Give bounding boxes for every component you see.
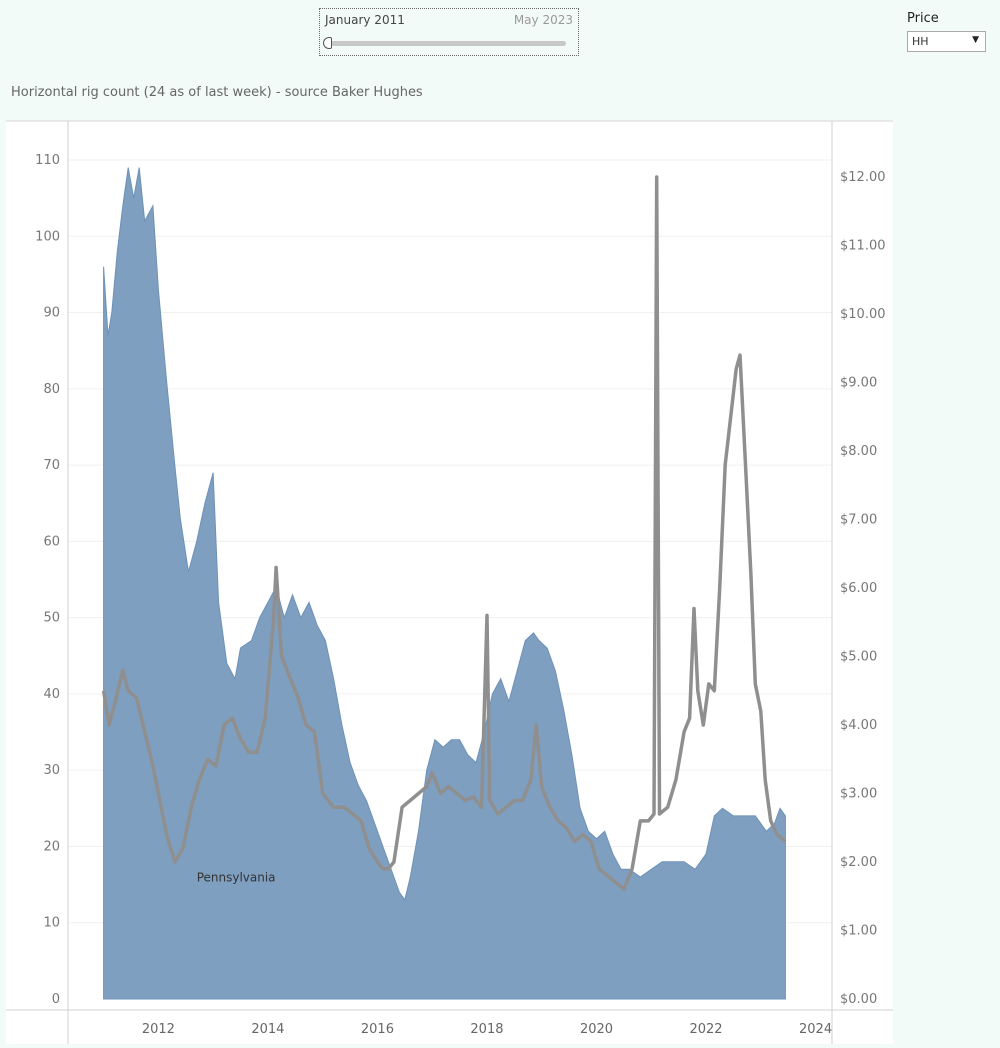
y-left-tick-60: 60 <box>43 534 60 549</box>
x-tick-2018: 2018 <box>470 1022 503 1037</box>
y-left-tick-0: 0 <box>52 992 60 1007</box>
series-area-pennsylvania <box>103 167 786 1000</box>
y-right-tick-6: $6.00 <box>840 581 877 596</box>
price-control-label: Price <box>907 11 939 26</box>
date-range-slider-handle[interactable] <box>323 37 332 49</box>
date-range-slider-track[interactable] <box>328 41 566 46</box>
chevron-down-icon: ▼ <box>972 35 979 45</box>
y-left-tick-20: 20 <box>43 839 60 854</box>
x-tick-2022: 2022 <box>689 1022 722 1037</box>
y-right-tick-0: $0.00 <box>840 992 877 1007</box>
x-tick-2016: 2016 <box>361 1022 394 1037</box>
y-right-tick-10: $10.00 <box>840 307 886 322</box>
series-line-hh <box>101 175 787 892</box>
y-left-tick-90: 90 <box>43 306 60 321</box>
x-tick-2014: 2014 <box>251 1022 284 1037</box>
price-dropdown-value: HH <box>912 35 929 48</box>
y-left-tick-40: 40 <box>43 687 60 702</box>
y-right-tick-7: $7.00 <box>840 513 877 528</box>
y-right-tick-4: $4.00 <box>840 718 877 733</box>
y-left-tick-10: 10 <box>43 916 60 931</box>
rig-count-chart: 0 10 20 30 40 50 60 70 80 90 100 110 $0.00 $1.00 $2.00… <box>6 120 893 1044</box>
y-left-tick-80: 80 <box>43 382 60 397</box>
y-right-tick-2: $2.00 <box>840 855 877 870</box>
y-right-tick-8: $8.00 <box>840 444 877 459</box>
date-range-filter[interactable]: January 2011 May 2023 <box>319 8 579 56</box>
y-right-tick-12: $12.00 <box>840 170 886 185</box>
x-tick-2012: 2012 <box>142 1022 175 1037</box>
date-range-end-label: May 2023 <box>513 13 573 27</box>
y-left-tick-50: 50 <box>43 611 60 626</box>
date-range-start-label: January 2011 <box>325 13 405 27</box>
y-right-tick-3: $3.00 <box>840 787 877 802</box>
y-left-tick-110: 110 <box>35 153 60 168</box>
y-right-tick-5: $5.00 <box>840 650 877 665</box>
y-right-tick-9: $9.00 <box>840 376 877 391</box>
x-tick-2024: 2024 <box>799 1022 832 1037</box>
series-annotation-label: Pennsylvania <box>197 871 276 885</box>
y-left-tick-100: 100 <box>35 229 60 244</box>
y-right-tick-11: $11.00 <box>840 239 886 254</box>
chart-title: Horizontal rig count (24 as of last week… <box>11 85 423 100</box>
x-tick-2020: 2020 <box>580 1022 613 1037</box>
y-right-tick-1: $1.00 <box>840 924 877 939</box>
y-left-tick-30: 30 <box>43 763 60 778</box>
price-dropdown[interactable]: HH ▼ <box>907 31 986 52</box>
y-left-tick-70: 70 <box>43 458 60 473</box>
